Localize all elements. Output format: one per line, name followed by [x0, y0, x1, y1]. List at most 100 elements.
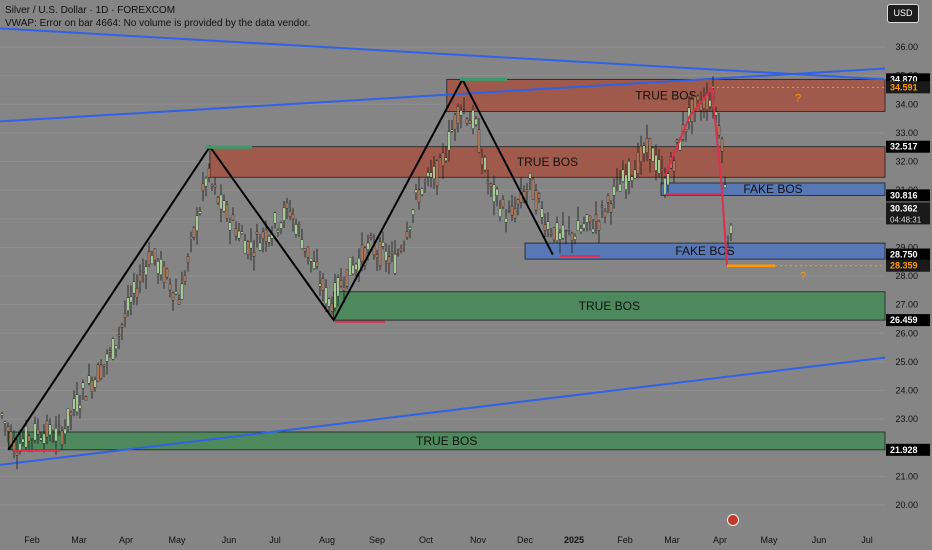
x-tick-label: Feb — [617, 535, 633, 545]
candle — [198, 211, 202, 214]
candle — [279, 222, 283, 229]
y-tick-label: 28.00 — [895, 271, 918, 281]
candle — [81, 382, 85, 389]
candle — [276, 230, 280, 233]
candle — [525, 189, 529, 193]
candle — [543, 224, 547, 231]
candle — [453, 114, 457, 130]
price-label-bg — [886, 189, 930, 202]
candle — [207, 168, 211, 178]
candle — [213, 184, 217, 188]
trendline — [0, 67, 886, 123]
trendline — [0, 27, 886, 81]
candle — [435, 160, 439, 187]
candle — [324, 287, 328, 304]
candle — [507, 210, 511, 212]
candle — [708, 100, 712, 107]
candle — [78, 404, 82, 409]
candle — [582, 223, 586, 229]
candle — [132, 281, 136, 294]
price-label: 34.591 — [890, 82, 918, 92]
y-tick-label: 24.00 — [895, 386, 918, 396]
price-label: 32.517 — [890, 142, 918, 152]
candle — [600, 205, 604, 208]
candle — [360, 244, 364, 262]
candle — [171, 292, 175, 301]
candle — [666, 173, 670, 186]
candle — [486, 180, 490, 184]
candle — [189, 237, 193, 239]
candle — [234, 228, 238, 237]
zone-label: TRUE BOS — [416, 434, 477, 448]
candle — [420, 188, 424, 195]
candle — [21, 438, 25, 443]
candle — [273, 212, 277, 224]
candle — [258, 242, 262, 251]
symbol-title[interactable]: Silver / U.S. Dollar · 1D · FOREXCOM — [5, 5, 176, 16]
candle — [36, 428, 40, 435]
candle — [432, 166, 436, 179]
candle — [726, 247, 730, 251]
candle — [390, 251, 394, 254]
candle — [384, 251, 388, 261]
candle — [363, 247, 367, 266]
candle — [612, 186, 616, 196]
candle — [336, 277, 340, 297]
candle — [621, 169, 625, 182]
candle — [108, 350, 112, 353]
candle — [405, 231, 409, 238]
candle — [3, 421, 7, 424]
candle — [117, 334, 121, 337]
candle — [636, 151, 640, 174]
candle — [225, 204, 229, 219]
candle — [144, 266, 148, 276]
y-tick-label: 23.00 — [895, 414, 918, 424]
candle — [498, 208, 502, 217]
candle — [417, 189, 421, 203]
candle — [30, 438, 34, 441]
candle — [120, 324, 124, 328]
candle — [249, 241, 253, 249]
candle — [408, 227, 412, 231]
zone-label: TRUE BOS — [579, 299, 640, 313]
candle — [141, 270, 145, 273]
candle — [102, 364, 106, 367]
x-tick-label: Jul — [269, 535, 281, 545]
y-tick-label: 33.00 — [895, 128, 918, 138]
candle — [729, 224, 733, 234]
candle — [375, 254, 379, 259]
candle — [222, 200, 226, 212]
candle — [135, 287, 139, 298]
candle — [312, 261, 316, 269]
currency-button[interactable]: USD — [887, 4, 919, 23]
y-tick-label: 25.00 — [895, 357, 918, 367]
candle — [672, 160, 676, 172]
x-tick-label: Jun — [222, 535, 237, 545]
candle — [48, 424, 52, 436]
x-tick-label: Jul — [861, 535, 873, 545]
candle — [444, 157, 448, 161]
candle — [369, 235, 373, 239]
zone-label: FAKE BOS — [675, 244, 734, 258]
candle — [591, 228, 595, 233]
candle — [450, 129, 454, 132]
candle — [549, 233, 553, 235]
candle — [456, 106, 460, 124]
candle — [624, 174, 628, 190]
candle — [603, 211, 607, 218]
candle — [66, 408, 70, 427]
candle — [657, 159, 661, 174]
y-tick-label: 20.00 — [895, 500, 918, 510]
candle — [429, 172, 433, 178]
candle — [342, 287, 346, 291]
events-flag-icon[interactable] — [727, 514, 739, 526]
candle — [471, 109, 475, 129]
x-tick-label: May — [760, 535, 778, 545]
candle — [282, 207, 286, 221]
candle — [162, 265, 166, 283]
candle — [300, 239, 304, 249]
candle — [516, 199, 520, 205]
candle — [15, 451, 19, 456]
x-tick-label: Dec — [517, 535, 534, 545]
